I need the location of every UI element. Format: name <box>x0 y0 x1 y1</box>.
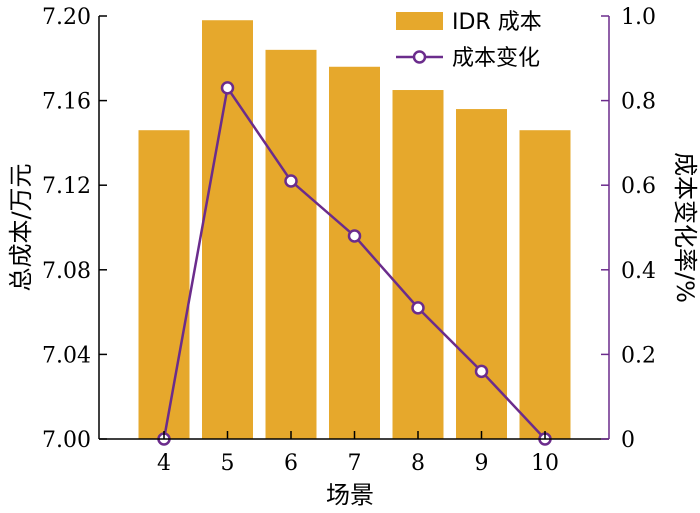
right-tick-label: 0.2 <box>621 343 656 368</box>
line-point-7 <box>347 229 362 243</box>
bars-layer <box>138 20 571 440</box>
x-tick-label: 5 <box>221 451 235 476</box>
left-tick-label: 7.04 <box>42 343 91 368</box>
legend: IDR 成本 成本变化 <box>396 10 542 71</box>
bar-6 <box>265 49 317 440</box>
x-tick-label: 9 <box>475 451 489 476</box>
legend-bar-label: IDR 成本 <box>452 10 542 35</box>
right-y-axis-title: 成本变化率/% <box>671 152 699 303</box>
left-tick-label: 7.20 <box>42 5 91 30</box>
x-tick-label: 7 <box>348 451 362 476</box>
bar-9 <box>456 109 507 439</box>
right-tick-label: 0 <box>621 428 635 453</box>
left-tick-label: 7.16 <box>42 90 91 115</box>
x-tick-label: 8 <box>411 451 425 476</box>
right-tick-label: 0.8 <box>621 90 656 115</box>
bar-8 <box>392 90 444 440</box>
left-tick-label: 7.08 <box>42 259 91 284</box>
x-axis-title: 场景 <box>326 481 374 509</box>
bar-4 <box>138 130 190 439</box>
left-tick-label: 7.00 <box>42 428 91 453</box>
bar-10 <box>519 130 571 439</box>
line-point-6 <box>284 174 298 188</box>
x-tick-label: 4 <box>157 451 171 476</box>
right-tick-label: 0.4 <box>621 259 656 284</box>
right-tick-label: 0.6 <box>621 174 656 199</box>
line-point-5 <box>220 81 235 95</box>
line-point-9 <box>474 364 489 379</box>
left-tick-label: 7.12 <box>42 174 91 199</box>
x-tick-label: 10 <box>531 451 559 476</box>
line-point-8 <box>411 301 425 315</box>
legend-bar-swatch <box>396 12 443 30</box>
ticks-layer: 7.00 7.04 7.08 7.12 7.16 7.20 0 0.2 0.4 0.6 0.8 1.0… <box>42 5 656 476</box>
right-tick-label: 1.0 <box>621 5 656 30</box>
bar-7 <box>329 66 380 439</box>
left-y-axis-title: 总成本/万元 <box>7 163 35 291</box>
legend-line-label: 成本变化 <box>452 46 540 71</box>
x-tick-label: 6 <box>284 451 298 476</box>
legend-line-marker <box>412 50 427 64</box>
